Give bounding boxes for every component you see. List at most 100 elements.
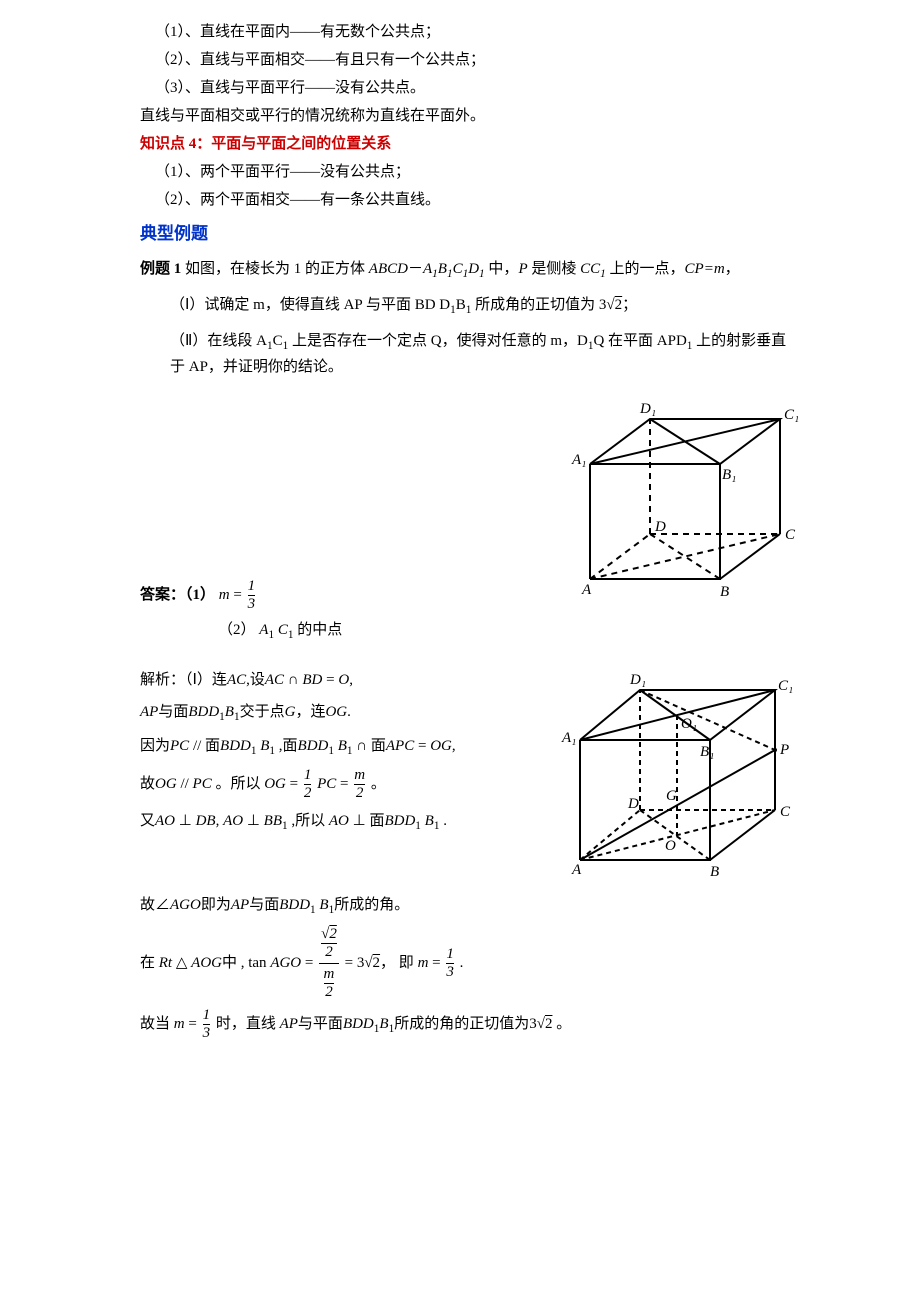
part2c: 上是否存在一个定点 Q，使得对任意的 m，D — [288, 333, 588, 349]
part2a: （Ⅱ）在线段 A — [170, 333, 267, 349]
p5h: BB — [264, 813, 282, 829]
p4e: 。所以 — [212, 776, 265, 792]
p1a: 解析：（Ⅰ）连 — [140, 672, 227, 688]
example1-cc: CC — [580, 261, 600, 277]
proof-p2: AP与面BDD1B1交于点G，连OG. — [140, 700, 532, 726]
p5e: , — [216, 813, 224, 829]
f2-label-d: D — [627, 796, 639, 812]
proof-p5: 又AO ⊥ DB, AO ⊥ BB1 ,所以 AO ⊥ 面BDD1 B1 . — [140, 809, 532, 835]
example1-dash: － — [408, 261, 423, 277]
p3a: 因为 — [140, 738, 170, 754]
p5l: BDD — [384, 813, 415, 829]
f2-front — [580, 740, 710, 860]
frac-1-3c: 13 — [203, 1008, 211, 1041]
p4k-den: 2 — [354, 784, 365, 801]
figure2-row: 解析：（Ⅰ）连AC,设AC ∩ BD = O, AP与面BDD1B1交于点G，连… — [140, 660, 800, 885]
example1-part1: （Ⅰ）试确定 m，使得直线 AP 与平面 BD D1B1 所成角的正切值为 3√… — [140, 293, 800, 319]
label-d: D — [654, 519, 666, 535]
p7n: . — [456, 955, 464, 971]
example1-title: 例题 1 如图，在棱长为 1 的正方体 ABCD－A1B1C1D1 中，P 是侧… — [140, 257, 800, 283]
p2e: 交于点 — [240, 704, 285, 720]
frac-half: 12 — [304, 768, 312, 801]
answer-1: 答案：（1） m = 1 3 — [140, 579, 542, 612]
p5n: . — [439, 813, 447, 829]
p2g: ，连 — [295, 704, 325, 720]
f2-label-c: C — [780, 804, 791, 820]
p6d: AP — [231, 897, 249, 913]
example1-poly2-c: C — [453, 261, 463, 277]
example1-label: 例题 1 — [140, 261, 181, 277]
example1-poly2-b: B — [438, 261, 447, 277]
frac-num: 1 — [248, 579, 256, 595]
cube1-svg: A B C D A₁ B₁ C₁ D₁ — [560, 389, 800, 604]
p3k: = — [414, 738, 430, 754]
p4a: 故 — [140, 776, 155, 792]
p8i: B — [379, 1016, 388, 1032]
p8g: 与平面 — [298, 1016, 343, 1032]
example1-cpm: CP=m — [685, 261, 725, 277]
p7h: = — [345, 955, 357, 971]
example1-title-rest: 如图，在棱长为 1 的正方体 — [181, 261, 369, 277]
p7m-den: 3 — [446, 963, 454, 980]
proof-p7: 在 Rt △ AOG中 , tan AGO = √2 2 m 2 = 3√2， … — [140, 927, 800, 1000]
answer-2: （2） A1 C1 的中点 — [140, 618, 542, 644]
p8h: BDD — [343, 1016, 374, 1032]
p8d-num: 1 — [203, 1008, 211, 1024]
frac-1-3b: 13 — [446, 947, 454, 980]
frac-den: 3 — [248, 595, 256, 612]
p4g: = — [286, 776, 302, 792]
edge-cb — [720, 534, 780, 579]
f2-label-g: G — [666, 788, 677, 804]
p8a: 故当 — [140, 1016, 174, 1032]
f2-label-b1: B₁ — [700, 744, 714, 760]
p1g: = — [322, 672, 338, 688]
example1-comma: ， — [725, 261, 740, 277]
proof-p4: 故OG // PC 。所以 OG = 12 PC = m2 。 — [140, 768, 532, 801]
part1-semicolon: ； — [622, 297, 637, 313]
example1-poly2-d: D — [468, 261, 479, 277]
p5d: DB — [196, 813, 216, 829]
bf-top-den: 2 — [321, 943, 337, 960]
p5c: ⊥ — [175, 813, 196, 829]
kp3-line1: （1）、直线在平面内——有无数个公共点； — [140, 20, 800, 44]
p3g: BDD — [298, 738, 329, 754]
part1-mid: B — [456, 297, 466, 313]
p2f: G — [285, 704, 296, 720]
p3j: APC — [386, 738, 414, 754]
p4i: PC — [317, 776, 336, 792]
part1-value: 3√2 — [599, 297, 622, 313]
p2d: B — [225, 704, 234, 720]
answer2-a1-sub: 1 — [268, 629, 274, 641]
edge-ad — [590, 534, 650, 579]
kp3-summary: 直线与平面相交或平行的情况统称为直线在平面外。 — [140, 104, 800, 128]
proof-p8: 故当 m = 13 时，直线 AP与平面BDD1B1所成的角的正切值为3√2 。 — [140, 1008, 800, 1041]
p1f: BD — [302, 672, 322, 688]
p7g: = — [301, 955, 317, 971]
label-b: B — [720, 584, 729, 600]
p3d: BDD — [220, 738, 251, 754]
cube2-svg: A B C D A₁ B₁ C₁ D₁ O₁ O G P — [550, 660, 800, 885]
example1-tail: 中， — [485, 261, 519, 277]
p7-val: 3√2 — [357, 955, 380, 971]
p1i: , — [349, 672, 353, 688]
example1-tail2: 上的一点， — [606, 261, 685, 277]
p8l: 。 — [552, 1016, 571, 1032]
bf-top: √2 2 — [321, 927, 337, 960]
eq-sign: = — [233, 587, 245, 603]
p4b: OG — [155, 776, 177, 792]
example1-p: P — [518, 261, 527, 277]
example1-edge1: 是侧棱 — [528, 261, 581, 277]
p4k-num: m — [354, 768, 365, 784]
p7c: △ — [172, 955, 191, 971]
diag-d1b1 — [650, 419, 720, 464]
diag-db — [650, 534, 720, 579]
p3c: // 面 — [189, 738, 220, 754]
bf-top-num: 2 — [329, 926, 337, 942]
p1h: O — [338, 672, 349, 688]
proof-p6: 故∠AGO即为AP与面BDD1 B1所成的角。 — [140, 893, 800, 919]
proof-p3: 因为PC // 面BDD1 B1 ,面BDD1 B1 ∩ 面APC = OG, — [140, 734, 532, 760]
f2-label-p: P — [779, 742, 789, 758]
p3h: B — [334, 738, 347, 754]
f2-label-o: O — [665, 838, 676, 854]
label-a: A — [581, 582, 592, 598]
